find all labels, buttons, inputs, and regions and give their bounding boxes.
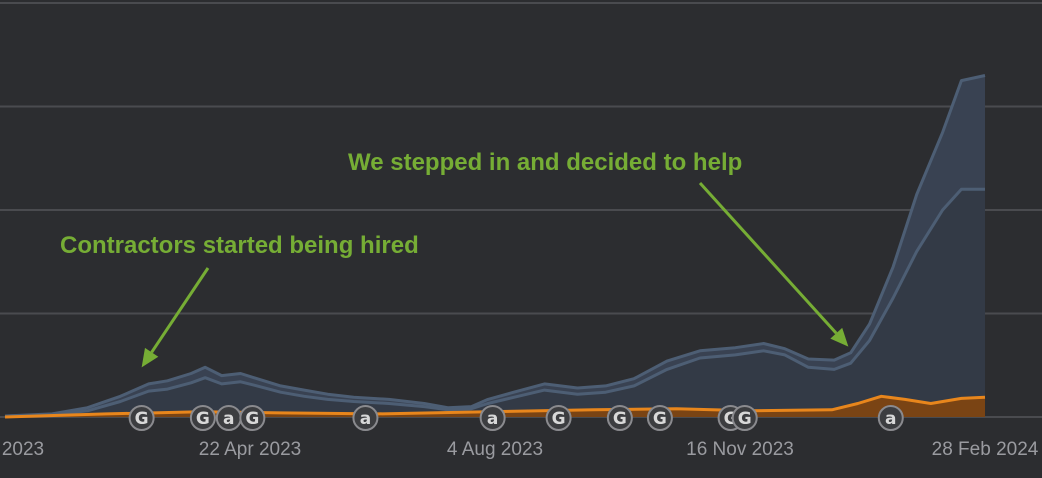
event-marker-circle <box>479 405 506 431</box>
x-tick-label: 22 Apr 2023 <box>199 439 301 460</box>
annotation-arrow-head <box>141 347 159 368</box>
event-marker-circle <box>239 405 266 431</box>
series-line-2 <box>4 187 985 418</box>
event-marker[interactable]: G <box>646 405 673 431</box>
event-marker-letter: a <box>360 409 371 429</box>
annotation-arrow-shaft <box>698 181 838 335</box>
event-marker[interactable]: a <box>215 405 242 431</box>
event-marker[interactable]: G <box>545 405 572 431</box>
event-marker-letter: G <box>653 409 667 429</box>
series-line-1 <box>4 74 986 418</box>
event-marker[interactable]: G <box>731 405 758 431</box>
annotation: We stepped in and decided to help <box>348 149 849 347</box>
event-marker[interactable]: G <box>606 405 633 431</box>
event-marker-circle <box>545 405 572 431</box>
event-marker-letter: a <box>223 409 234 429</box>
series-area-2 <box>5 189 985 417</box>
x-tick-label: 4 Aug 2023 <box>447 439 543 460</box>
event-marker-letter: G <box>613 409 627 429</box>
x-axis: Jan 2023 22 Apr 2023 4 Aug 2023 16 Nov 2023… <box>0 439 1039 460</box>
event-marker-letter: G <box>196 409 210 429</box>
event-marker-letter: G <box>135 409 149 429</box>
annotation-text: Contractors started being hired <box>60 232 419 259</box>
event-marker-letter: G <box>552 409 566 429</box>
event-marker-letter: G <box>245 409 259 429</box>
series-lines <box>4 74 986 419</box>
event-marker[interactable]: G <box>128 405 155 431</box>
x-tick-label: 28 Feb 2024 <box>932 439 1039 460</box>
event-marker-circle <box>189 405 216 431</box>
event-marker-letter: a <box>487 409 498 429</box>
annotation: Contractors started being hired <box>60 232 419 368</box>
event-marker-circle <box>731 405 758 431</box>
series-line-3 <box>4 394 986 419</box>
event-marker-circle <box>877 405 904 431</box>
event-marker[interactable]: G <box>239 405 266 431</box>
event-marker-circle <box>646 405 673 431</box>
event-marker-circle <box>606 405 633 431</box>
annotation-arrow-shaft <box>150 267 210 354</box>
event-marker-circle <box>352 405 379 431</box>
event-marker[interactable]: a <box>352 405 379 431</box>
annotations: Contractors started being hired We steppe… <box>60 149 849 368</box>
event-marker[interactable]: G <box>189 405 216 431</box>
annotation-text: We stepped in and decided to help <box>348 149 742 176</box>
x-tick-label: Jan 2023 <box>0 439 44 460</box>
x-tick-label: 16 Nov 2023 <box>686 439 794 460</box>
event-marker-letter: G <box>738 409 752 429</box>
event-marker-circle <box>128 405 155 431</box>
event-marker[interactable]: a <box>877 405 904 431</box>
event-marker-letter: a <box>885 409 896 429</box>
event-marker[interactable]: a <box>479 405 506 431</box>
annotation-arrow-head <box>830 327 849 347</box>
